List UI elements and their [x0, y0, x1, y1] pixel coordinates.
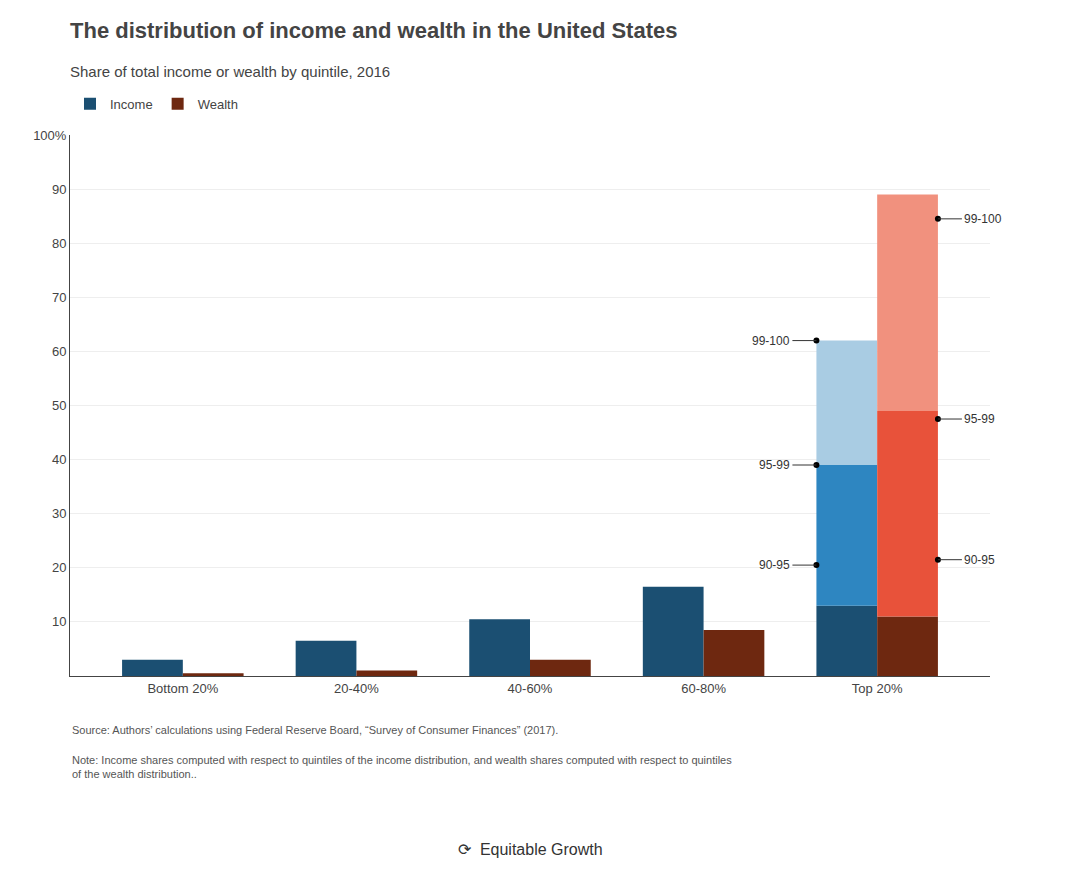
svg-text:The distribution of income and: The distribution of income and wealth in…: [70, 18, 677, 43]
svg-text:Source: Authors’ calculations: Source: Authors’ calculations using Fede…: [72, 724, 558, 736]
svg-text:90-95: 90-95: [759, 558, 790, 572]
svg-text:99-100: 99-100: [964, 212, 1002, 226]
svg-text:90: 90: [52, 182, 66, 197]
svg-text:Bottom 20%: Bottom 20%: [147, 681, 218, 696]
svg-text:95-99: 95-99: [964, 412, 995, 426]
svg-text:90-95: 90-95: [964, 553, 995, 567]
svg-text:20: 20: [52, 560, 66, 575]
svg-text:Top 20%: Top 20%: [852, 681, 903, 696]
svg-text:70: 70: [52, 290, 66, 305]
svg-text:Income: Income: [110, 97, 153, 112]
svg-text:30: 30: [52, 506, 66, 521]
svg-text:40-60%: 40-60%: [508, 681, 553, 696]
svg-text:80: 80: [52, 236, 66, 251]
svg-text:100%: 100%: [33, 128, 67, 143]
svg-text:Note: Income shares computed w: Note: Income shares computed with respec…: [72, 754, 732, 780]
svg-text:60: 60: [52, 344, 66, 359]
svg-text:Wealth: Wealth: [198, 97, 238, 112]
svg-text:95-99: 95-99: [759, 458, 790, 472]
svg-text:50: 50: [52, 398, 66, 413]
svg-text:10: 10: [52, 614, 66, 629]
svg-text:20-40%: 20-40%: [334, 681, 379, 696]
svg-text:40: 40: [52, 452, 66, 467]
svg-text:Share of total income or wealt: Share of total income or wealth by quint…: [70, 63, 390, 80]
svg-text:60-80%: 60-80%: [681, 681, 726, 696]
svg-text:⟳ Equitable Growth: ⟳ Equitable Growth: [458, 841, 603, 858]
svg-text:99-100: 99-100: [752, 334, 790, 348]
